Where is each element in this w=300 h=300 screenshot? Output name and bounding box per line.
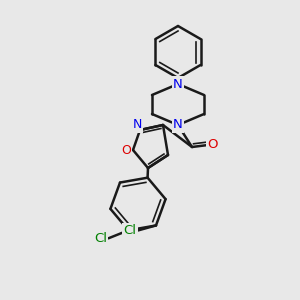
Text: Cl: Cl	[94, 232, 107, 245]
Text: Cl: Cl	[124, 224, 136, 237]
Text: N: N	[173, 118, 183, 131]
Text: N: N	[173, 77, 183, 91]
Text: N: N	[132, 118, 142, 131]
Text: O: O	[121, 143, 131, 157]
Text: O: O	[208, 139, 218, 152]
